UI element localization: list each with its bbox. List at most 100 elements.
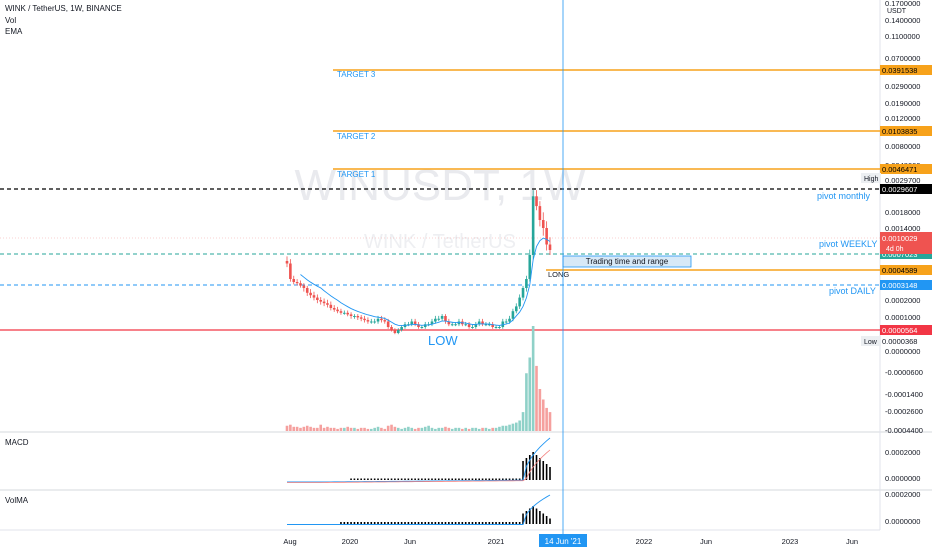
price-tick: 0.0014000 — [885, 224, 920, 233]
macd-histogram-bar — [542, 461, 545, 480]
volume-bar — [454, 427, 457, 431]
volume-bar — [393, 426, 397, 431]
price-tick: 0.0700000 — [885, 54, 920, 63]
pivot-weekly-price-text: 0.0007023 — [882, 250, 917, 259]
macd-histogram-bar — [407, 478, 410, 480]
target-2-price-text: 0.0103835 — [882, 127, 917, 136]
time-tick: 2023 — [782, 537, 799, 546]
macd-histogram-bar — [481, 478, 484, 480]
indicator-ema[interactable]: EMA — [5, 27, 23, 36]
volma-histogram-bar — [498, 522, 501, 524]
candle-body — [488, 324, 491, 326]
candle-body — [464, 324, 468, 326]
time-tick: Aug — [283, 537, 296, 546]
volume-bar — [380, 427, 383, 431]
volume-bar — [417, 427, 420, 431]
candle-body — [423, 324, 427, 327]
candle-body — [316, 297, 319, 300]
volma-histogram-bar — [397, 522, 400, 524]
candle-body — [319, 300, 323, 302]
volma-histogram-bar — [508, 522, 511, 524]
indicator-vol[interactable]: Vol — [5, 16, 17, 25]
volma-histogram-bar — [441, 522, 443, 524]
macd-histogram-bar — [373, 478, 376, 480]
candles — [285, 190, 552, 335]
candle-body — [329, 304, 333, 308]
volma-histogram-bar — [400, 522, 403, 524]
price-tick: 0.0080000 — [885, 142, 920, 151]
candle-body — [339, 311, 343, 313]
volume-bar — [332, 427, 336, 431]
price-tick: 0.0018000 — [885, 208, 920, 217]
macd-tick: 0.0000000 — [885, 474, 920, 483]
macd-title[interactable]: MACD — [5, 438, 29, 447]
macd-histogram-bar — [421, 478, 423, 480]
macd-histogram-bar — [414, 478, 416, 480]
macd-histogram-bar — [515, 478, 518, 480]
candle-body — [322, 301, 326, 304]
candle-body — [484, 324, 488, 326]
volume-bar — [322, 427, 326, 431]
candle-body — [471, 327, 474, 328]
volma-histogram-bar — [380, 522, 383, 524]
macd-histogram-bar — [468, 478, 470, 480]
volma-histogram-bar — [350, 522, 352, 524]
volma-title[interactable]: VolMA — [5, 496, 29, 505]
volume-bar — [326, 426, 329, 431]
pivot-monthly-price-text: 0.0029607 — [882, 185, 917, 194]
volume-bar — [369, 428, 373, 431]
candle-body — [366, 320, 370, 322]
volma-histogram-bar — [367, 522, 369, 524]
volma-histogram-bar — [407, 522, 410, 524]
high-badge-label: High — [864, 176, 879, 183]
candle-body — [454, 324, 457, 326]
candle-body — [440, 316, 444, 319]
macd-histogram-bar — [451, 478, 454, 480]
candle-body — [494, 327, 498, 328]
macd-histogram-bar — [390, 478, 393, 480]
time-tick: Jun — [846, 537, 858, 546]
macd-histogram-bar — [353, 478, 356, 480]
candle-body — [514, 306, 518, 312]
volume-bar — [491, 427, 494, 431]
candle-body — [430, 321, 434, 325]
volma-tick: 0.0000000 — [885, 517, 920, 526]
target-3-price-text: 0.0391538 — [882, 66, 917, 75]
macd-histogram-bar — [461, 478, 464, 480]
volma-histogram-bar — [532, 506, 534, 524]
volume-bar — [521, 412, 525, 431]
volma-histogram-bar — [414, 522, 416, 524]
volume-bar — [488, 428, 491, 431]
volma-histogram-bar — [522, 513, 524, 524]
candle-body — [356, 316, 360, 318]
macd-histogram-bar — [431, 478, 433, 480]
volma-histogram-bar — [404, 522, 406, 524]
volma-histogram-bar — [434, 522, 437, 524]
volma-histogram-bar — [539, 511, 541, 524]
macd-histogram-bar — [360, 478, 362, 480]
macd-histogram-bar — [397, 478, 400, 480]
candle-body — [343, 312, 346, 314]
candle-body — [353, 316, 356, 317]
candle-body — [349, 314, 353, 316]
candle-body — [420, 327, 424, 328]
pivot-monthly-price-badge — [880, 184, 932, 194]
volume-bar — [292, 426, 296, 431]
ema-series — [300, 237, 551, 327]
candle-body — [393, 330, 397, 333]
symbol-title[interactable]: WINK / TetherUS, 1W, BINANCE — [5, 4, 122, 13]
candle-body — [434, 318, 437, 322]
macd-tick: 0.0002000 — [885, 448, 920, 457]
current-price-badge — [880, 232, 932, 254]
macd-line — [287, 437, 551, 483]
volume-bar — [376, 426, 380, 431]
macd-histogram-bar — [400, 478, 403, 480]
candle-body — [447, 321, 451, 325]
volma-histogram-bar — [454, 522, 457, 524]
target-3-price-badge — [880, 65, 932, 75]
volume-bar — [477, 428, 481, 431]
volume-bar — [383, 428, 387, 431]
macd-histogram-bar — [491, 478, 494, 480]
candle-body — [413, 321, 417, 325]
